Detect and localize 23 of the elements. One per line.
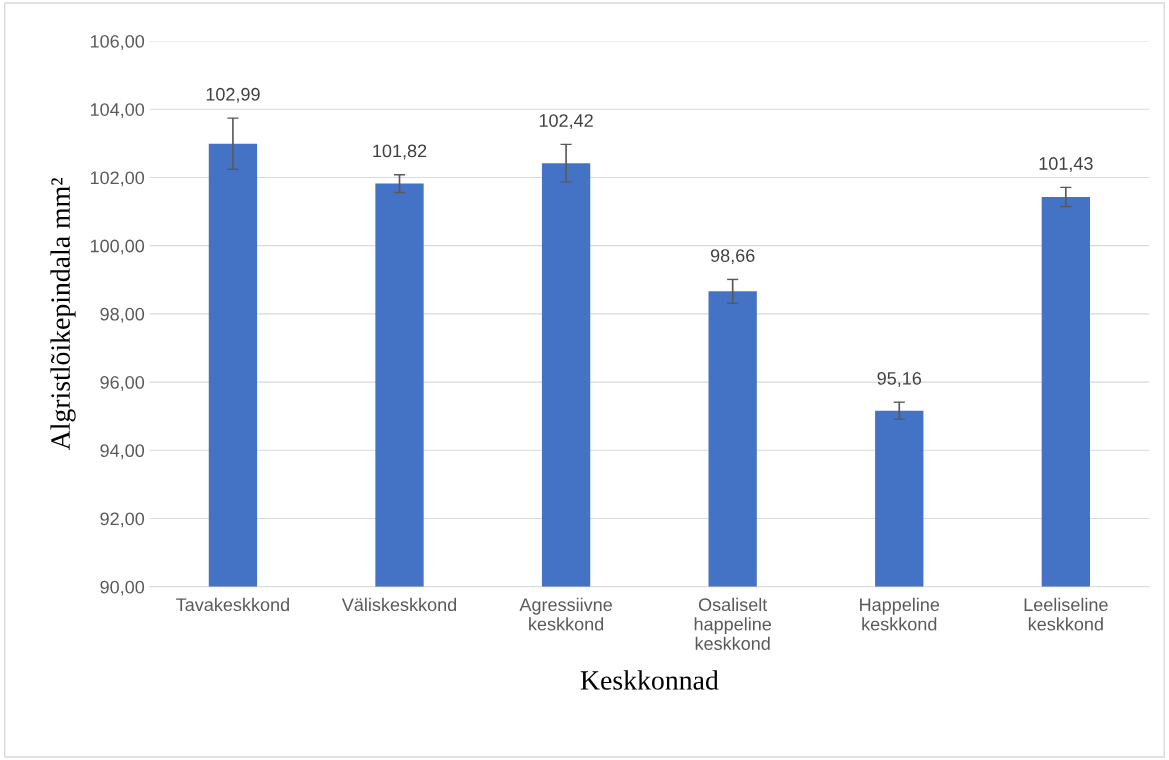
x-tick-label: Väliskeskkond (341, 597, 457, 612)
y-tick-label: 100,00 (90, 239, 145, 255)
y-tick-label: 104,00 (90, 103, 145, 119)
y-tick-label: 90,00 (100, 580, 145, 596)
y-axis-title: Algristlõikepindala mm² (50, 178, 76, 451)
y-tick-label: 106,00 (90, 34, 145, 50)
x-tick-label: Agressiivne keskkond (519, 597, 612, 631)
data-label: 102,42 (539, 114, 593, 130)
x-tick-label: Leeliseline keskkond (1024, 597, 1108, 631)
y-tick-label: 92,00 (100, 512, 145, 528)
x-axis-title: Keskkonnad (580, 670, 719, 690)
y-tick-label: 96,00 (100, 376, 145, 391)
data-label: 102,99 (206, 87, 260, 103)
data-label: 101,43 (1039, 157, 1093, 173)
data-label: 101,82 (373, 144, 427, 160)
data-label: 98,66 (710, 249, 755, 265)
y-tick-label: 98,00 (100, 307, 145, 323)
y-tick-label: 102,00 (90, 171, 145, 187)
x-tick-label: Osaliselt happeline keskkond (694, 597, 772, 650)
y-tick-label: 94,00 (100, 444, 145, 460)
data-label: 95,16 (877, 371, 922, 387)
x-tick-label: Happeline keskkond (860, 597, 940, 631)
x-tick-label: Tavakeskkond (176, 597, 289, 612)
